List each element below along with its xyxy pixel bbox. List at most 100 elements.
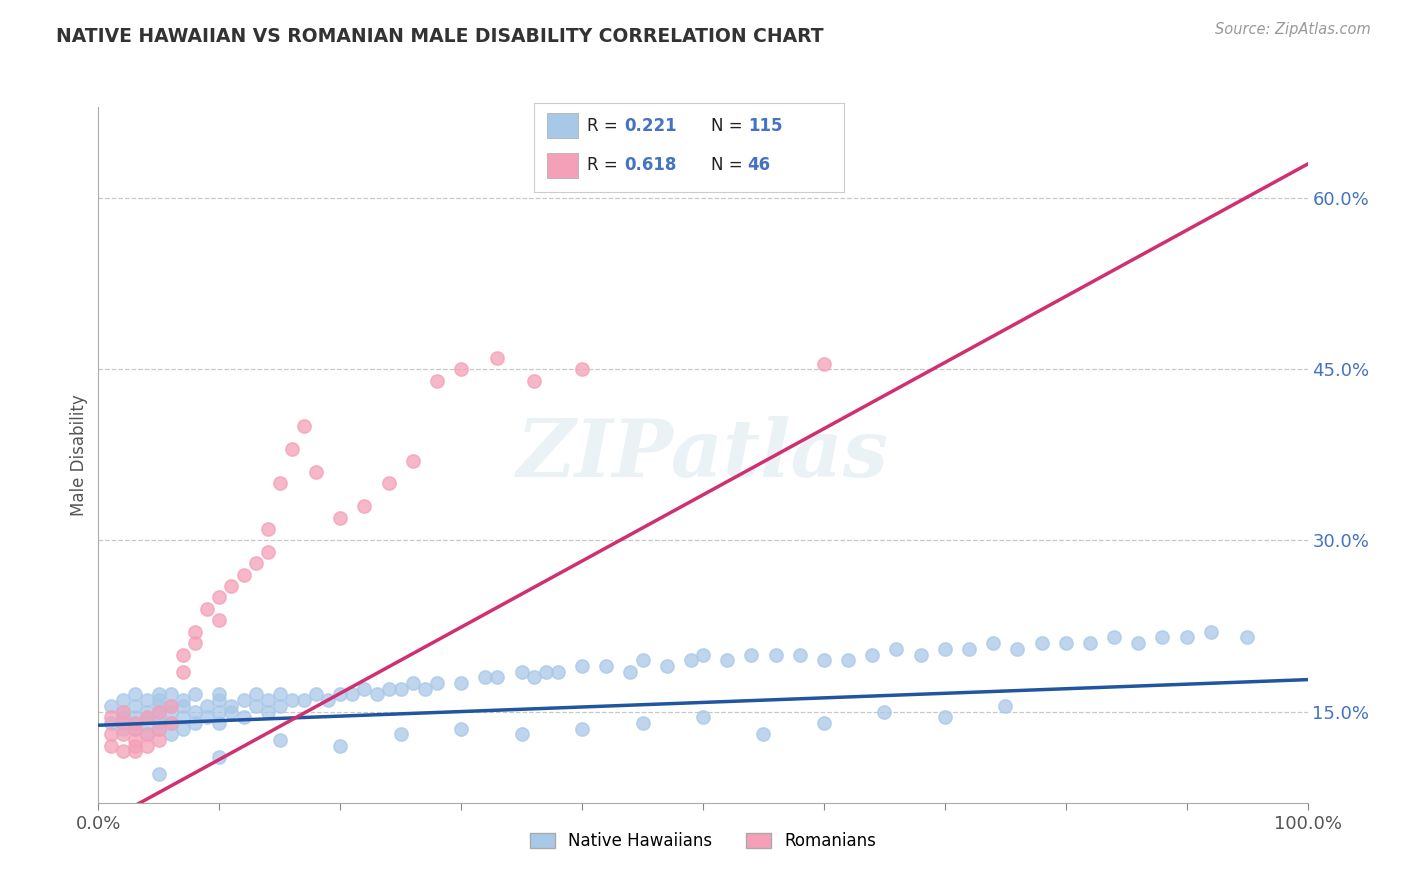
Point [184,624,207,639]
Point [631,653,654,667]
Point [292,693,315,707]
Point [1102,631,1125,645]
Point [111,715,134,730]
Point [172,722,194,736]
Point [547,665,569,679]
Point [655,659,678,673]
Point [135,727,157,741]
Point [124,710,146,724]
Point [100,727,122,741]
Point [148,715,170,730]
Point [245,698,267,713]
Point [281,442,304,457]
Point [389,681,412,696]
Point [860,648,883,662]
Point [934,710,956,724]
Point [523,670,546,684]
Point [426,676,449,690]
Point [195,602,218,616]
Point [160,727,183,741]
Point [402,676,425,690]
Point [450,362,472,376]
Point [789,648,811,662]
Point [716,653,738,667]
Point [256,545,278,559]
Point [281,693,304,707]
Point [221,579,243,593]
Point [837,653,859,667]
Point [111,722,134,736]
Point [135,693,157,707]
Text: 46: 46 [748,156,770,174]
Point [534,665,557,679]
Point [148,767,170,781]
Point [172,665,194,679]
Point [148,705,170,719]
Point [208,693,231,707]
Point [100,698,122,713]
Text: R =: R = [586,156,623,174]
Point [450,676,472,690]
Point [160,715,183,730]
FancyBboxPatch shape [547,113,578,138]
Point [1078,636,1101,650]
Point [366,688,388,702]
Point [172,698,194,713]
Point [208,613,231,627]
Point [873,705,896,719]
Point [1054,636,1077,650]
Point [208,688,231,702]
Point [886,641,908,656]
Text: 0.618: 0.618 [624,156,676,174]
Point [124,733,146,747]
Point [256,705,278,719]
Point [269,698,291,713]
Point [510,727,533,741]
Point [172,693,194,707]
Point [148,698,170,713]
Point [813,357,835,371]
Point [148,688,170,702]
Point [353,500,375,514]
Point [305,688,328,702]
Point [402,453,425,467]
Y-axis label: Male Disability: Male Disability [70,394,89,516]
Text: N =: N = [710,156,748,174]
Point [135,739,157,753]
Point [245,556,267,570]
Point [377,476,399,491]
Point [184,705,207,719]
Point [474,670,496,684]
Point [195,698,218,713]
Point [208,750,231,764]
Point [124,715,146,730]
Legend: Native Hawaiians, Romanians: Native Hawaiians, Romanians [523,826,883,857]
Point [740,648,762,662]
Point [124,722,146,736]
Point [135,710,157,724]
Text: R =: R = [586,117,623,135]
Point [124,688,146,702]
Point [208,591,231,605]
Point [389,727,412,741]
Point [994,698,1017,713]
Point [981,636,1004,650]
Point [135,727,157,741]
Point [135,710,157,724]
Point [292,419,315,434]
Point [111,744,134,758]
Point [208,715,231,730]
Point [160,715,183,730]
Point [571,362,593,376]
Point [413,681,436,696]
Point [232,693,254,707]
FancyBboxPatch shape [547,153,578,178]
Point [232,710,254,724]
Point [232,567,254,582]
Point [1007,641,1029,656]
Point [510,665,533,679]
Point [316,693,339,707]
Point [135,715,157,730]
Point [329,739,352,753]
Point [571,659,593,673]
